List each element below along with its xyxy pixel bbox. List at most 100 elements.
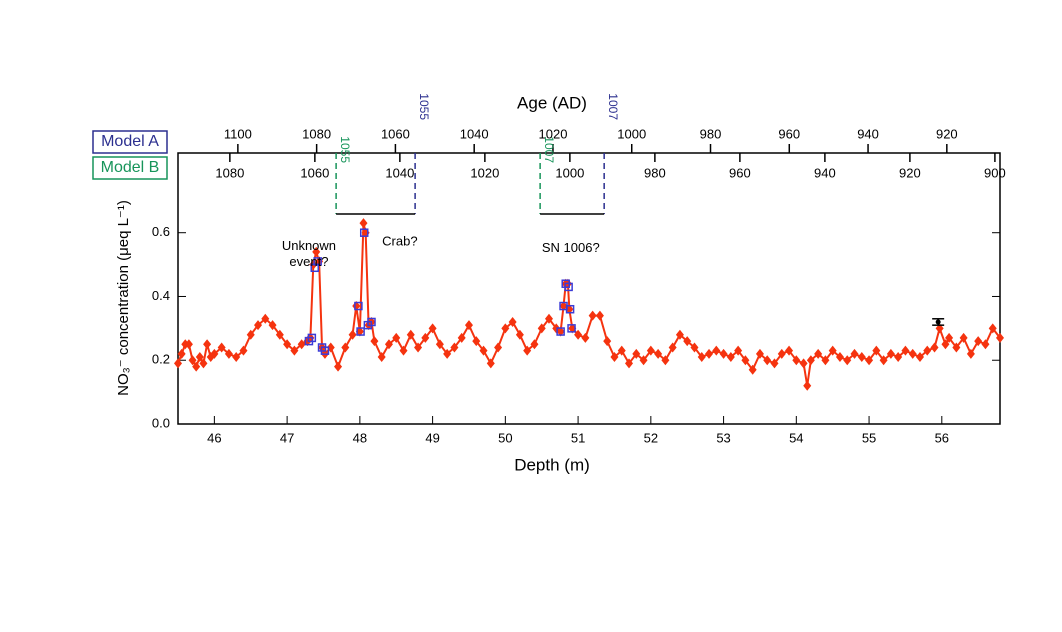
- data-point: [341, 342, 350, 353]
- data-point: [683, 336, 692, 347]
- age-tick-label: 1100: [224, 126, 252, 141]
- data-point: [675, 329, 684, 340]
- data-point: [806, 355, 815, 366]
- data-point: [908, 348, 917, 359]
- age-tick-label: 960: [729, 165, 751, 180]
- data-point: [174, 358, 182, 369]
- data-point: [188, 355, 197, 366]
- peak-marker: [556, 327, 565, 336]
- data-point: [268, 320, 277, 331]
- age-marker-label: 1007: [606, 93, 620, 120]
- data-point: [894, 352, 903, 363]
- age-axis-name: Model A: [101, 133, 159, 150]
- x-tick-label: 49: [425, 430, 439, 445]
- data-point: [872, 345, 881, 356]
- peak-marker: [313, 257, 322, 266]
- data-point: [290, 345, 299, 356]
- data-point: [556, 326, 565, 337]
- annotation: Crab?: [382, 234, 417, 249]
- data-point: [457, 332, 466, 343]
- data-point: [399, 345, 408, 356]
- data-point: [574, 329, 583, 340]
- peak-marker: [320, 346, 330, 355]
- data-point: [901, 345, 910, 356]
- peak-marker: [356, 327, 365, 336]
- data-point: [850, 348, 859, 359]
- data-point: [654, 348, 663, 359]
- data-point: [814, 348, 823, 359]
- data-point: [192, 361, 201, 372]
- x-tick-label: 50: [498, 430, 512, 445]
- age-tick-label: 1000: [617, 126, 646, 141]
- data-point: [195, 352, 204, 363]
- data-point: [523, 345, 532, 356]
- data-point: [450, 342, 459, 353]
- x-tick-label: 46: [207, 430, 221, 445]
- data-point: [421, 332, 430, 343]
- data-point: [359, 218, 368, 229]
- x-tick-label: 53: [716, 430, 730, 445]
- data-point: [559, 301, 568, 312]
- data-point: [443, 348, 452, 359]
- data-point: [355, 326, 364, 337]
- peak-marker: [354, 301, 363, 311]
- x-axis-label: Depth (m): [514, 455, 590, 474]
- data-point: [414, 342, 423, 353]
- data-point: [828, 345, 837, 356]
- x-tick-label: 48: [353, 430, 367, 445]
- age-tick-label: 1080: [302, 126, 331, 141]
- age-tick-label: 940: [814, 165, 836, 180]
- plot-frame: [177, 152, 1001, 425]
- data-point: [610, 352, 619, 363]
- data-point: [479, 345, 488, 356]
- data-point: [515, 329, 524, 340]
- data-point: [639, 355, 648, 366]
- x-tick-label: 47: [280, 430, 294, 445]
- age-marker-label: 1055: [417, 93, 431, 120]
- x-tick-label: 55: [862, 430, 876, 445]
- age-tick-label: 1040: [385, 165, 414, 180]
- data-point: [915, 352, 924, 363]
- data-point: [508, 316, 517, 327]
- annotation: Unknown event?: [282, 238, 336, 269]
- data-point: [697, 352, 706, 363]
- data-point: [646, 345, 655, 356]
- data-point: [588, 310, 597, 321]
- data-point: [835, 352, 844, 363]
- data-point: [726, 352, 735, 363]
- age-tick-label: 940: [857, 126, 879, 141]
- data-point: [184, 339, 193, 350]
- data-point: [603, 336, 612, 347]
- data-point: [821, 355, 830, 366]
- data-point: [632, 348, 641, 359]
- data-point: [501, 323, 510, 334]
- y-tick-label: 0.2: [152, 352, 170, 367]
- data-point: [348, 329, 357, 340]
- data-point: [748, 364, 757, 375]
- data-point: [988, 323, 997, 334]
- data-point: [224, 348, 233, 359]
- data-point: [530, 339, 539, 350]
- data-point: [334, 361, 343, 372]
- data-point: [544, 313, 553, 324]
- data-point: [843, 355, 852, 366]
- y-tick-label: 0.4: [152, 288, 170, 303]
- data-point: [996, 332, 1004, 343]
- data-point: [232, 352, 241, 363]
- data-point: [668, 342, 677, 353]
- data-point: [625, 358, 634, 369]
- annotation: SN 1006?: [542, 240, 600, 255]
- data-point: [199, 358, 208, 369]
- data-point: [283, 339, 292, 350]
- data-point: [755, 348, 764, 359]
- data-point: [777, 348, 786, 359]
- data-point: [803, 380, 812, 391]
- data-point: [792, 355, 801, 366]
- data-point: [930, 342, 939, 353]
- data-point: [690, 342, 699, 353]
- data-point: [239, 345, 248, 356]
- error-point: [935, 319, 941, 325]
- age-tick-label: 1020: [470, 165, 499, 180]
- peak-marker: [367, 317, 376, 327]
